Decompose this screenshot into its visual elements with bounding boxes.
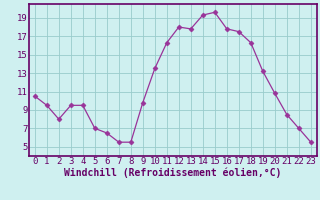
X-axis label: Windchill (Refroidissement éolien,°C): Windchill (Refroidissement éolien,°C) [64,168,282,178]
